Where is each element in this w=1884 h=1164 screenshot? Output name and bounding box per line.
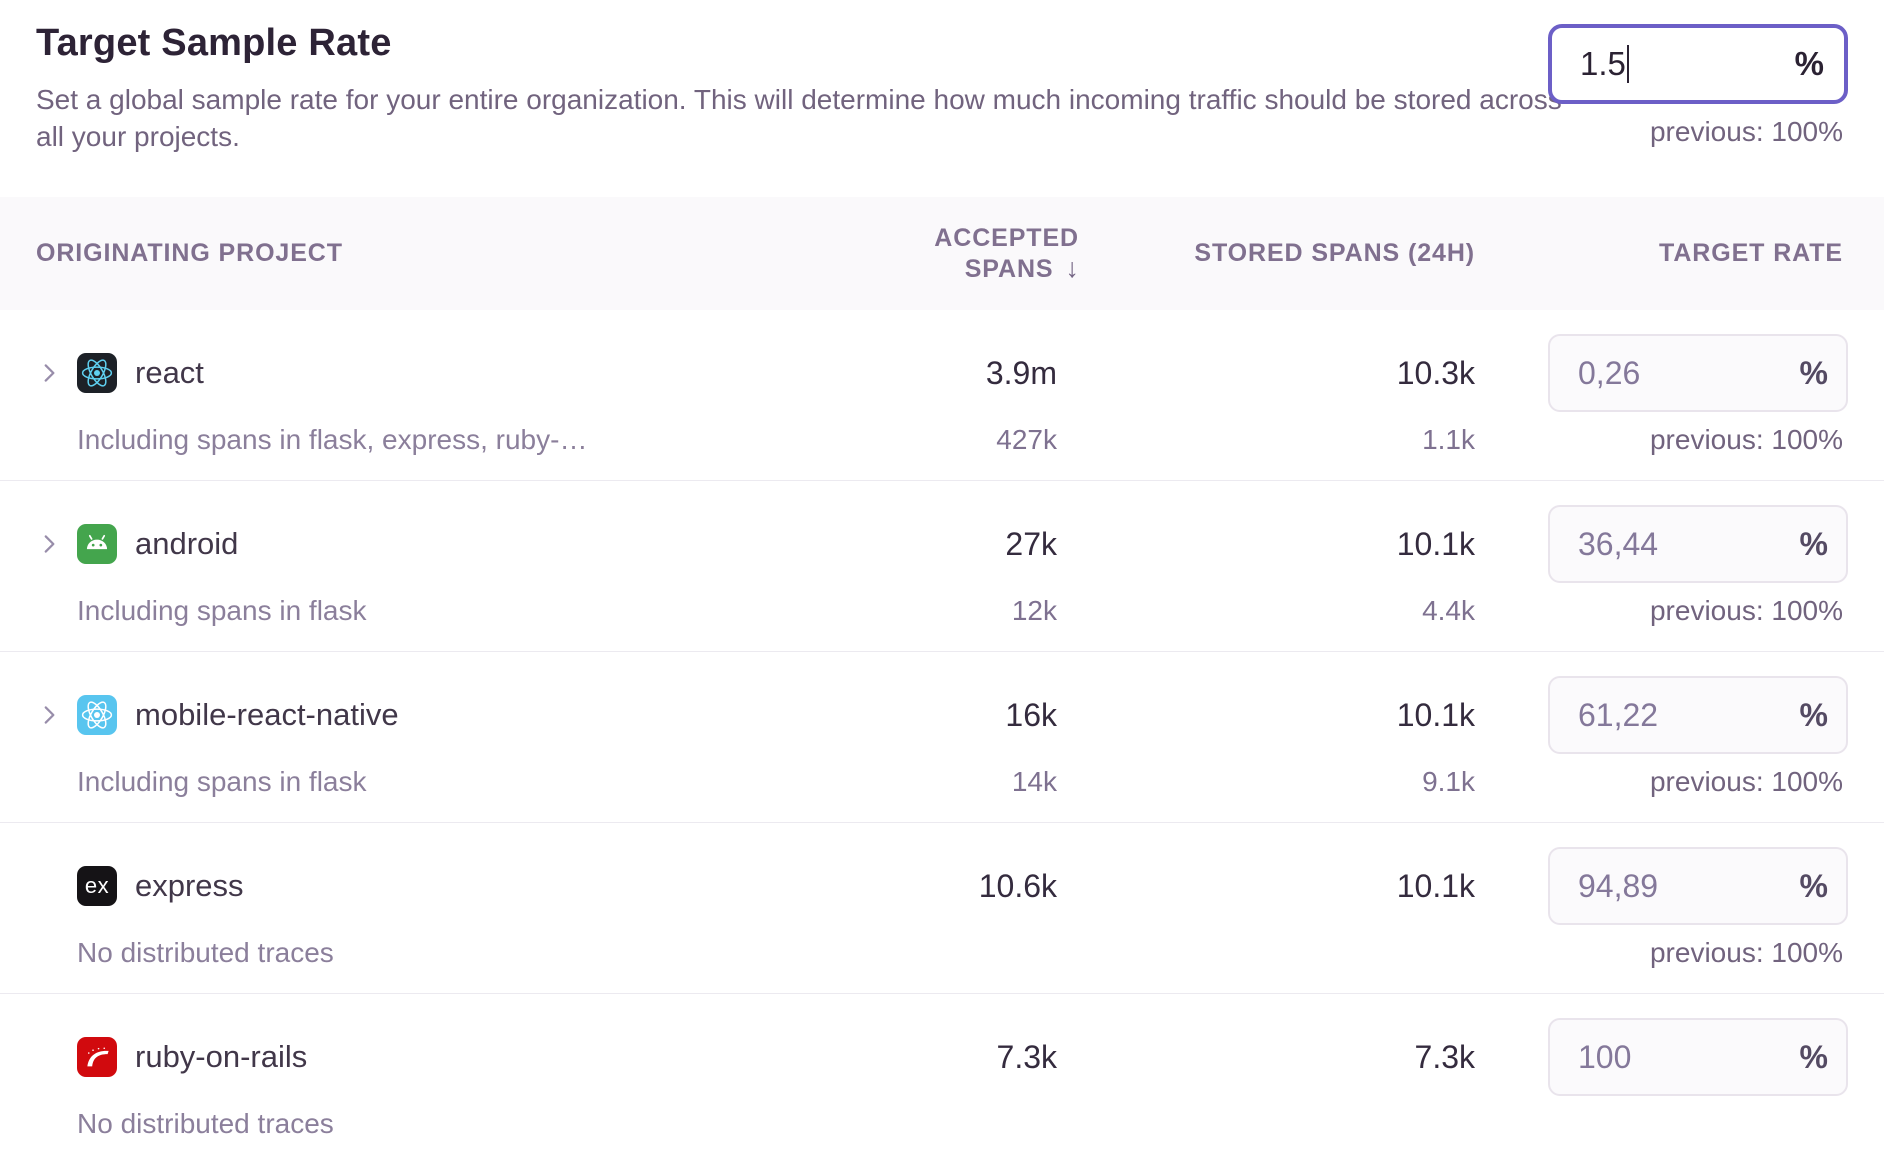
global-sample-rate-value: 1.5 (1580, 45, 1626, 82)
project-cell: ex express (36, 866, 822, 906)
project-cell: mobile-react-native (36, 695, 822, 735)
page-title: Target Sample Rate (36, 22, 392, 64)
expand-chevron-slot[interactable] (36, 360, 77, 386)
project-subtext: Including spans in flask, express, ruby-… (77, 424, 588, 455)
stored-spans-subvalue: 1.1k (1422, 424, 1475, 455)
target-rate-cell: 0,26 % (1548, 334, 1848, 412)
project-name: ruby-on-rails (135, 1039, 308, 1074)
stored-spans-value: 7.3k (1414, 1038, 1475, 1075)
table-row: ruby-on-rails 7.3k 7.3k 100 % No distrib… (0, 994, 1884, 1164)
table-row: android 27k 10.1k 36,44 % Including span… (0, 481, 1884, 652)
target-rate-cell: 61,22 % (1548, 676, 1848, 754)
project-name: android (135, 526, 239, 561)
express-logo-text: ex (84, 873, 110, 898)
column-header-accepted-spans[interactable]: ACCEPTED SPANS ↓ (822, 224, 1152, 284)
stored-spans-subvalue: 4.4k (1422, 595, 1475, 626)
stored-spans-value: 10.3k (1396, 354, 1475, 391)
stored-spans-value: 10.1k (1396, 696, 1475, 733)
accepted-spans-label: ACCEPTED SPANS (934, 223, 1079, 283)
table-row: ex express 10.6k 10.1k 94,89 % No distri… (0, 823, 1884, 994)
project-previous-rate: previous: 100% (1649, 766, 1843, 797)
percent-suffix: % (1799, 354, 1828, 391)
table-row: mobile-react-native 16k 10.1k 61,22 % In… (0, 652, 1884, 823)
text-cursor (1626, 45, 1630, 83)
project-rate-value: 94,89 (1578, 867, 1659, 904)
project-rate-input[interactable]: 0,26 % (1548, 334, 1848, 412)
project-cell: android (36, 524, 822, 564)
project-name: mobile-react-native (135, 697, 399, 732)
project-rate-value: 100 (1578, 1038, 1632, 1075)
project-subtext: Including spans in flask (77, 595, 367, 626)
project-rate-input[interactable]: 94,89 % (1548, 847, 1848, 925)
percent-suffix: % (1794, 45, 1824, 82)
percent-suffix: % (1799, 525, 1828, 562)
accepted-spans-subvalue: 12k (1011, 595, 1057, 626)
project-previous-rate: previous: 100% (1649, 595, 1843, 626)
expand-chevron-slot[interactable] (36, 702, 77, 728)
table-header-row: ORIGINATING PROJECT ACCEPTED SPANS ↓ STOR… (0, 197, 1884, 310)
react-native-logo-icon (77, 695, 117, 735)
project-rate-input[interactable]: 36,44 % (1548, 505, 1848, 583)
chevron-right-icon (44, 535, 55, 553)
accepted-spans-value: 16k (1005, 696, 1057, 733)
target-sample-rate-section: Target Sample Rate Set a global sample r… (0, 0, 1884, 197)
target-rate-cell: 100 % (1548, 1018, 1848, 1096)
stored-spans-value: 10.1k (1396, 525, 1475, 562)
accepted-spans-subvalue: 427k (996, 424, 1057, 455)
accepted-spans-subvalue: 14k (1011, 766, 1057, 797)
project-subtext: No distributed traces (77, 1108, 334, 1139)
column-header-stored-spans: STORED SPANS (24H) (1194, 239, 1475, 267)
accepted-spans-value: 10.6k (978, 867, 1057, 904)
project-rate-value: 61,22 (1578, 696, 1659, 733)
stored-spans-subvalue: 9.1k (1422, 766, 1475, 797)
global-sample-rate-input[interactable]: 1.5 % (1548, 24, 1848, 104)
column-header-originating-project: ORIGINATING PROJECT (36, 239, 343, 267)
react-logo-icon (77, 353, 117, 393)
express-logo-icon: ex (77, 866, 117, 906)
project-subtext: Including spans in flask (77, 766, 367, 797)
chevron-right-icon (44, 364, 55, 382)
project-rate-value: 36,44 (1578, 525, 1659, 562)
project-name: react (135, 355, 204, 390)
android-logo-icon (77, 524, 117, 564)
expand-chevron-slot (36, 873, 77, 899)
target-rate-cell: 94,89 % (1548, 847, 1848, 925)
expand-chevron-slot (36, 1044, 77, 1070)
stored-spans-value: 10.1k (1396, 867, 1475, 904)
percent-suffix: % (1799, 867, 1828, 904)
table-row: react 3.9m 10.3k 0,26 % Including spans … (0, 310, 1884, 481)
project-rate-input[interactable]: 61,22 % (1548, 676, 1848, 754)
project-rate-value: 0,26 (1578, 354, 1641, 391)
chevron-right-icon (44, 706, 55, 724)
project-cell: ruby-on-rails (36, 1037, 822, 1077)
global-rate-control: 1.5 % previous: 100% (1548, 24, 1848, 148)
project-cell: react (36, 353, 822, 393)
percent-suffix: % (1799, 1038, 1828, 1075)
project-name: express (135, 868, 244, 903)
project-previous-rate: previous: 100% (1649, 424, 1843, 455)
expand-chevron-slot[interactable] (36, 531, 77, 557)
accepted-spans-value: 27k (1005, 525, 1057, 562)
sort-descending-icon: ↓ (1065, 252, 1080, 283)
project-previous-rate: previous: 100% (1649, 937, 1843, 968)
accepted-spans-value: 7.3k (996, 1038, 1057, 1075)
ruby-on-rails-logo-icon (77, 1037, 117, 1077)
accepted-spans-value: 3.9m (985, 354, 1057, 391)
project-subtext: No distributed traces (77, 937, 334, 968)
percent-suffix: % (1799, 696, 1828, 733)
project-rate-input[interactable]: 100 % (1548, 1018, 1848, 1096)
column-header-target-rate: TARGET RATE (1659, 239, 1843, 267)
section-description: Set a global sample rate for your entire… (36, 84, 1562, 152)
target-rate-cell: 36,44 % (1548, 505, 1848, 583)
project-table-body: react 3.9m 10.3k 0,26 % Including spans … (0, 310, 1884, 1164)
global-previous-rate: previous: 100% (1649, 116, 1843, 147)
